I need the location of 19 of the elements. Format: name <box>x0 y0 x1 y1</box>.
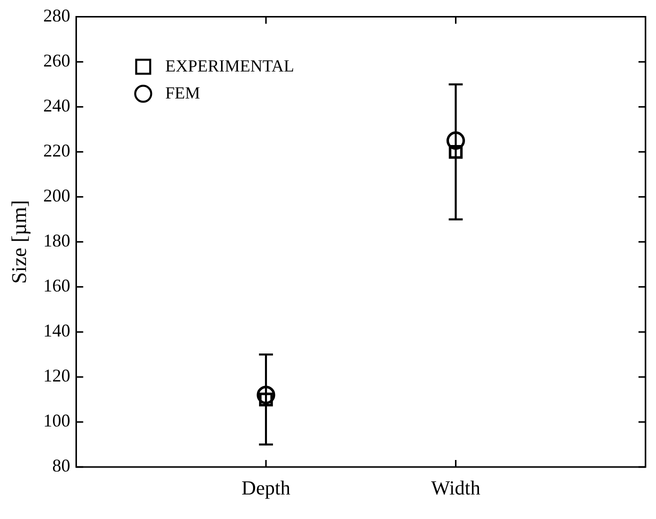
legend-label: FEM <box>165 83 200 102</box>
point <box>448 144 463 159</box>
legend-label: EXPERIMENTAL <box>165 56 294 76</box>
x-tick-label: Depth <box>242 477 290 500</box>
x-tick-label: Width <box>431 477 480 500</box>
y-tick-label: 80 <box>52 456 70 476</box>
y-tick-label: 240 <box>43 96 70 116</box>
y-tick-label: 160 <box>43 276 70 296</box>
point <box>256 386 276 404</box>
y-tick-label: 280 <box>43 6 70 26</box>
y-tick-label: 180 <box>43 230 70 251</box>
y-tick-label: 120 <box>43 366 70 386</box>
y-tick-label: 260 <box>43 50 70 71</box>
y-tick-label: 100 <box>43 410 70 431</box>
y-tick-label: 200 <box>43 186 70 206</box>
y-tick-label: 140 <box>43 320 70 341</box>
y-tick-label: 220 <box>43 140 70 161</box>
y-axis-title: Size [µm] <box>7 200 32 284</box>
point <box>446 131 465 150</box>
